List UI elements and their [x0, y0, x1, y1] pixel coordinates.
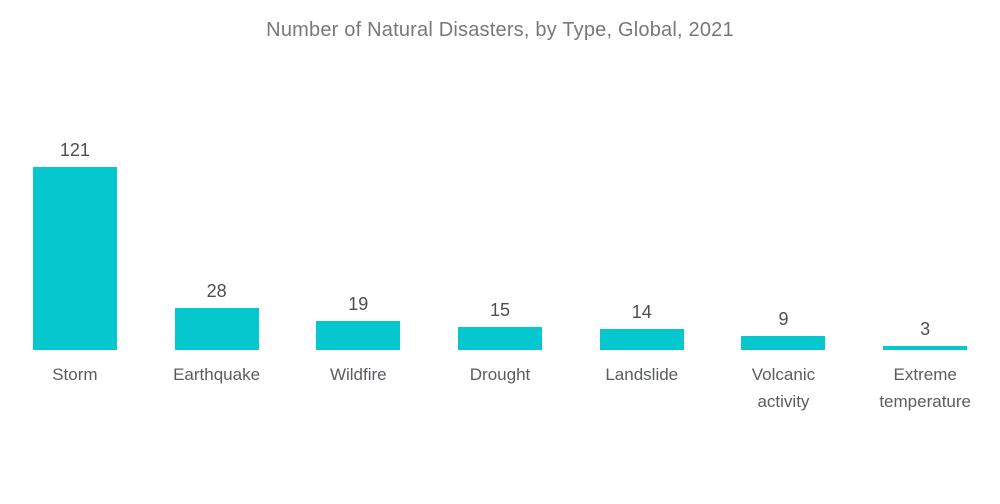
category-label-volcanic-activity: Volcanic activity: [751, 365, 816, 411]
bar-storm: [32, 167, 117, 350]
category-label-landslide: Landslide: [605, 365, 679, 384]
category-label-storm: Storm: [52, 365, 98, 384]
bar-value-label: 15: [490, 300, 511, 321]
bar-value-label: 14: [631, 301, 652, 322]
bar-drought: [458, 327, 543, 350]
category-label-column: Extreme temperature: [854, 361, 996, 415]
bar-value-label: 3: [920, 318, 931, 339]
category-labels-row: Storm Earthquake Wildfire Drought Landslide V…: [0, 361, 1000, 415]
category-label-drought: Drought: [469, 365, 531, 384]
bar-volcanic-activity: [741, 336, 826, 350]
plot-area: 121 28 19 15 14 9 3: [0, 43, 1000, 350]
bar-earthquake: [174, 307, 259, 350]
category-label-extreme-temperature: Extreme temperature: [879, 365, 971, 411]
bar-wildfire: [316, 321, 401, 350]
bar-column-volcanic-activity: 9: [713, 309, 855, 350]
bar-column-wildfire: 19: [287, 294, 429, 350]
bar-column-storm: 121: [4, 140, 146, 350]
category-label-column: Wildfire: [287, 361, 429, 415]
bar-value-label: 9: [778, 309, 789, 330]
category-label-wildfire: Wildfire: [329, 365, 387, 384]
bar-value-label: 121: [59, 140, 90, 160]
bar-column-drought: 15: [429, 300, 571, 350]
bar-landslide: [599, 328, 684, 350]
category-label-earthquake: Earthquake: [173, 365, 261, 384]
bar-value-label: 28: [206, 280, 227, 301]
category-label-column: Landslide: [571, 361, 713, 415]
bar-column-earthquake: 28: [146, 281, 288, 350]
category-label-column: Drought: [429, 361, 571, 415]
category-label-column: Volcanic activity: [713, 361, 855, 415]
chart-title: Number of Natural Disasters, by Type, Gl…: [266, 19, 734, 41]
category-label-column: Storm: [4, 361, 146, 415]
bar-value-label: 19: [348, 294, 369, 315]
bar-extreme-temperature: [883, 345, 968, 350]
category-label-column: Earthquake: [146, 361, 288, 415]
bar-column-extreme-temperature: 3: [854, 318, 996, 350]
bar-column-landslide: 14: [571, 302, 713, 350]
